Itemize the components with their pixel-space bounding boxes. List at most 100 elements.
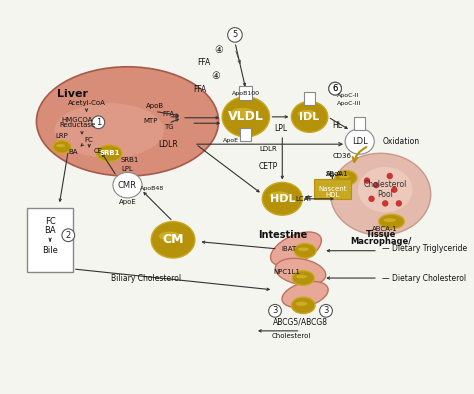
Ellipse shape: [282, 281, 328, 307]
Text: FFA: FFA: [194, 85, 207, 94]
Text: LDL: LDL: [352, 137, 367, 146]
Text: Tissue: Tissue: [365, 230, 396, 239]
Ellipse shape: [298, 247, 309, 251]
Ellipse shape: [159, 232, 181, 241]
Ellipse shape: [151, 221, 195, 258]
Ellipse shape: [345, 129, 374, 154]
Text: CD36: CD36: [333, 153, 352, 159]
Circle shape: [329, 82, 341, 95]
Text: Reductase: Reductase: [59, 122, 96, 128]
Ellipse shape: [56, 144, 65, 147]
Text: 6: 6: [332, 84, 338, 93]
Circle shape: [92, 116, 105, 129]
Text: Biliary Cholesterol: Biliary Cholesterol: [110, 273, 181, 282]
Text: MTP: MTP: [143, 119, 157, 125]
Text: ApoC-II: ApoC-II: [337, 93, 359, 98]
Text: Oxidation: Oxidation: [383, 137, 419, 146]
Ellipse shape: [379, 214, 404, 229]
Text: — Dietary Triglyceride: — Dietary Triglyceride: [383, 244, 467, 253]
Text: 2: 2: [66, 231, 71, 240]
Ellipse shape: [55, 103, 164, 158]
Text: 3: 3: [273, 306, 278, 315]
Text: ApoB: ApoB: [146, 103, 164, 109]
Ellipse shape: [230, 108, 254, 118]
Bar: [27, 208, 73, 272]
Ellipse shape: [358, 167, 412, 212]
Circle shape: [368, 196, 375, 202]
Circle shape: [391, 186, 398, 193]
Text: FFA: FFA: [163, 111, 174, 117]
Text: CETP: CETP: [259, 162, 278, 171]
Text: HMGCOA: HMGCOA: [62, 117, 93, 123]
Ellipse shape: [330, 153, 431, 235]
Text: CMR: CMR: [118, 181, 137, 190]
Text: Acetyl-CoA: Acetyl-CoA: [68, 100, 105, 106]
Text: LDLR: LDLR: [159, 140, 178, 149]
Text: ④: ④: [211, 71, 220, 81]
Text: ApoB100: ApoB100: [232, 91, 260, 96]
Text: 5: 5: [232, 30, 237, 39]
Text: TG: TG: [164, 124, 173, 130]
Ellipse shape: [296, 302, 307, 306]
Text: Macrophage/: Macrophage/: [350, 237, 411, 246]
Ellipse shape: [262, 182, 302, 215]
Text: CM: CM: [162, 233, 184, 246]
Circle shape: [373, 182, 379, 188]
Text: LCAT: LCAT: [295, 196, 312, 202]
Text: SRB1: SRB1: [120, 157, 138, 163]
Bar: [304, 92, 315, 105]
Text: 1: 1: [96, 118, 101, 127]
Ellipse shape: [275, 258, 326, 285]
Text: Cholesterol
Pool: Cholesterol Pool: [364, 180, 407, 199]
Ellipse shape: [296, 275, 307, 279]
Text: Bile: Bile: [42, 246, 58, 255]
Text: Nascent: Nascent: [318, 186, 346, 192]
Text: CE: CE: [94, 148, 103, 154]
Text: 6: 6: [332, 84, 338, 93]
Text: ApoC-III: ApoC-III: [337, 101, 361, 106]
Text: LPL: LPL: [121, 166, 133, 172]
Text: FC: FC: [85, 137, 94, 143]
Text: IBAT: IBAT: [281, 246, 296, 252]
Text: Cholesterol: Cholesterol: [272, 333, 311, 339]
Text: Intestine: Intestine: [258, 230, 307, 240]
Text: LPL: LPL: [274, 124, 287, 133]
Text: ApoE: ApoE: [223, 138, 239, 143]
Text: LRP: LRP: [55, 133, 68, 139]
Text: HDL: HDL: [325, 192, 339, 198]
Ellipse shape: [383, 218, 396, 222]
Text: FC: FC: [45, 217, 55, 226]
Circle shape: [269, 305, 282, 317]
Text: BA: BA: [44, 226, 56, 235]
Ellipse shape: [269, 191, 289, 200]
Text: BA: BA: [68, 149, 78, 155]
Text: IDL: IDL: [300, 112, 320, 122]
Text: SR-A: SR-A: [325, 171, 341, 177]
Text: ApoA1: ApoA1: [326, 171, 348, 177]
Bar: [354, 117, 365, 130]
Text: VLDL: VLDL: [228, 110, 264, 123]
Text: ApoB48: ApoB48: [140, 186, 164, 191]
Circle shape: [62, 229, 75, 242]
Ellipse shape: [222, 97, 270, 137]
Ellipse shape: [335, 171, 357, 185]
Text: NPC1L1: NPC1L1: [273, 269, 301, 275]
Text: ABCG5/ABCG8: ABCG5/ABCG8: [273, 317, 328, 326]
Ellipse shape: [298, 110, 316, 118]
Text: ABCA-1: ABCA-1: [372, 226, 398, 232]
Text: Liver: Liver: [57, 89, 88, 99]
Ellipse shape: [292, 297, 315, 314]
Text: HL: HL: [332, 121, 342, 130]
Ellipse shape: [292, 271, 314, 285]
Text: ④: ④: [214, 45, 223, 56]
Text: 3: 3: [323, 306, 328, 315]
Circle shape: [228, 28, 242, 42]
Text: ApoE: ApoE: [118, 199, 137, 204]
Circle shape: [329, 82, 341, 95]
Text: SRB1: SRB1: [99, 150, 119, 156]
Text: HDL: HDL: [270, 194, 295, 204]
Circle shape: [319, 305, 332, 317]
Text: FFA: FFA: [197, 58, 210, 67]
Text: — Dietary Cholesterol: — Dietary Cholesterol: [383, 273, 466, 282]
Circle shape: [396, 200, 402, 206]
